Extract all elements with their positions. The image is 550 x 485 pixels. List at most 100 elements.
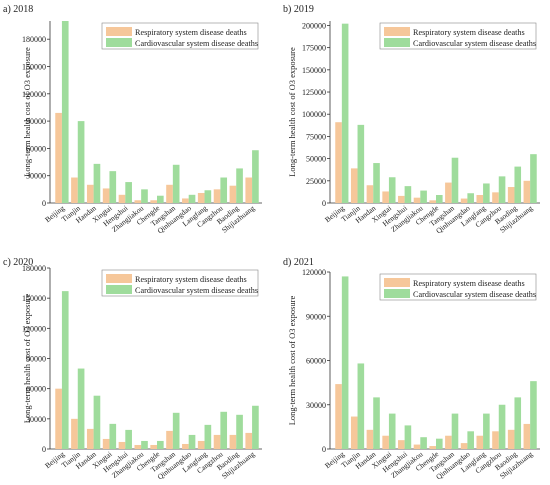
legend-swatch-cardiovascular [106,285,132,294]
bar-respiratory-shijiazhuang [523,180,531,203]
legend-label: Respiratory system disease deaths [413,279,525,288]
y-tick-label: 30000 [26,172,46,181]
bar-cardiovascular-baoding [236,168,243,203]
bar-respiratory-baoding [507,187,515,203]
bar-cardiovascular-handan [93,395,101,449]
y-tick-label: 90000 [306,312,326,321]
bar-cardiovascular-hengshui [404,186,412,203]
bar-cardiovascular-langfang [204,190,212,203]
bar-respiratory-langfang [476,195,484,203]
bar-cardiovascular-handan [373,163,380,203]
bar-respiratory-qinhuangdao [182,198,189,203]
legend-label: Respiratory system disease deaths [135,28,247,37]
legend-label: Respiratory system disease deaths [135,275,247,284]
bar-respiratory-hengshui [118,194,126,203]
bar-respiratory-handan [366,429,374,449]
bar-respiratory-baoding [507,429,515,449]
bar-cardiovascular-hengshui [125,182,132,203]
bar-respiratory-cangzhou [213,434,221,449]
bar-cardiovascular-langfang [483,413,490,449]
legend-label: Cardiovascular system disease deaths [413,39,536,48]
bar-cardiovascular-shijiazhuang [252,405,259,449]
bar-respiratory-zhangjiakou [413,444,421,449]
bar-cardiovascular-tangshan [172,412,180,449]
y-tick-label: 120000 [22,90,46,99]
chart-panel-2: b) 2019 Long-term health cost of O3 expos… [283,4,540,235]
y-tick-label: 175000 [302,44,326,53]
y-tick-label: 150000 [22,294,46,303]
bar-cardiovascular-handan [93,163,101,203]
chart-panel-4: d) 2021 Long-term health cost of O3 expos… [283,257,540,481]
bar-cardiovascular-hengshui [404,425,412,449]
y-tick-label: 0 [42,199,46,208]
bar-respiratory-baoding [229,434,237,449]
bar-cardiovascular-chengde [436,438,443,449]
bar-cardiovascular-beijing [341,276,349,449]
y-tick-label: 30000 [306,401,326,410]
y-tick-label: 0 [322,199,326,208]
bar-cardiovascular-xingtai [109,171,117,203]
y-tick-label: 60000 [26,144,46,153]
bar-respiratory-chengde [429,446,436,449]
bar-respiratory-cangzhou [492,192,499,203]
y-axis-label: Long-term health cost of O3 exposure [22,293,32,423]
legend-swatch-cardiovascular [384,38,410,47]
bar-respiratory-hengshui [118,441,126,449]
panel-label: c) 2020 [3,257,33,268]
y-tick-label: 150000 [302,66,326,75]
bar-respiratory-qinhuangdao [460,443,468,449]
bar-respiratory-cangzhou [492,431,499,449]
bar-cardiovascular-tianjin [357,363,365,449]
bar-respiratory-tangshan [166,184,173,203]
bar-respiratory-beijing [335,384,342,449]
bar-respiratory-tangshan [445,435,452,449]
bar-cardiovascular-baoding [514,166,522,203]
bar-respiratory-langfang [476,435,484,449]
bar-respiratory-zhangjiakou [413,197,421,203]
chart-panel-1: a) 2018 Long-term health cost of O3 expos… [3,4,262,235]
legend-label: Cardiovascular system disease deaths [413,290,536,299]
bar-cardiovascular-tangshan [451,413,459,449]
bar-cardiovascular-tianjin [357,124,365,203]
bar-respiratory-qinhuangdao [182,443,189,449]
bar-respiratory-baoding [229,185,237,203]
y-tick-label: 0 [42,445,46,454]
bar-cardiovascular-shijiazhuang [252,150,259,203]
bar-respiratory-hengshui [398,440,405,449]
bar-respiratory-tianjin [350,416,358,449]
bar-respiratory-chengde [150,200,157,203]
bar-respiratory-tangshan [445,182,452,203]
bar-respiratory-shijiazhuang [245,432,253,449]
legend-label: Respiratory system disease deaths [413,28,525,37]
bar-respiratory-tianjin [71,177,78,203]
bar-respiratory-langfang [197,440,205,449]
bar-cardiovascular-shijiazhuang [530,154,537,203]
bar-cardiovascular-baoding [514,397,522,449]
y-tick-label: 120000 [302,268,326,277]
y-tick-label: 75000 [306,132,326,141]
bar-respiratory-handan [86,428,94,449]
bar-respiratory-langfang [197,192,205,203]
y-tick-label: 200000 [302,21,326,30]
bar-respiratory-qinhuangdao [460,198,468,203]
bar-cardiovascular-beijing [61,21,69,203]
bar-cardiovascular-zhangjiakou [420,437,427,449]
bar-respiratory-shijiazhuang [523,423,531,449]
legend-label: Cardiovascular system disease deaths [135,39,258,48]
bar-respiratory-cangzhou [213,189,221,203]
y-tick-label: 180000 [22,264,46,273]
y-axis-label: Long-term health cost of O3 exposure [287,295,297,425]
chart-panel-3: c) 2020 Long-term health cost of O3 expos… [3,257,262,481]
legend-swatch-respiratory [106,274,132,283]
bar-cardiovascular-chengde [157,195,164,203]
bar-cardiovascular-langfang [483,183,490,203]
bar-cardiovascular-cangzhou [498,176,506,203]
y-tick-label: 60000 [26,385,46,394]
panel-label: d) 2021 [283,257,314,268]
bar-cardiovascular-qinhuangdao [188,194,196,203]
bar-respiratory-chengde [429,200,436,203]
y-tick-label: 90000 [26,355,46,364]
y-tick-label: 125000 [302,88,326,97]
bar-respiratory-beijing [55,388,62,449]
